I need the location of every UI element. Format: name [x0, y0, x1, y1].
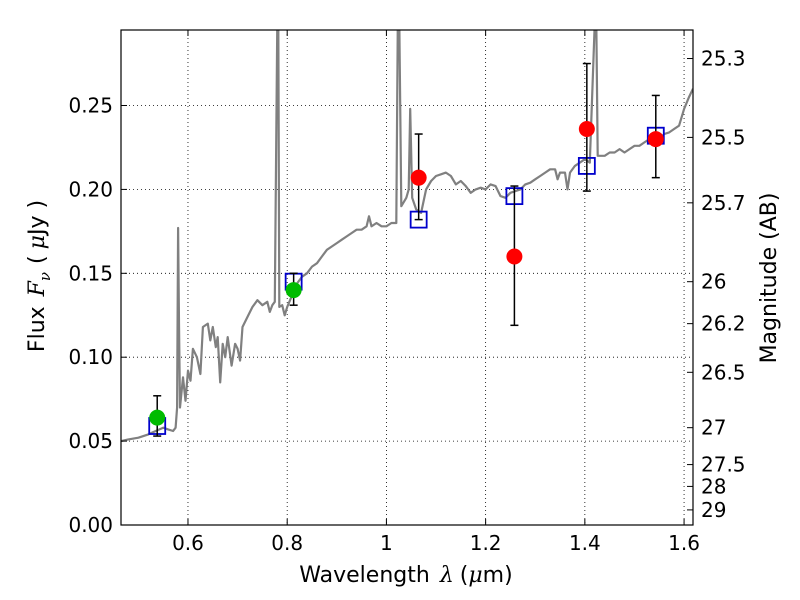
- y2-tick-label: 25.5: [701, 125, 746, 149]
- y-tick-label: 0.05: [68, 429, 113, 453]
- y2-tick-label: 26.2: [701, 312, 746, 336]
- plot-area: [121, 30, 693, 443]
- green-data-point: [285, 282, 302, 299]
- x-tick-label: 1.2: [470, 531, 502, 555]
- x-tick-label: 1: [380, 531, 393, 555]
- x-tick-label: 0.6: [172, 531, 204, 555]
- green-data-point: [149, 409, 166, 426]
- y2-tick-label: 27.5: [701, 453, 746, 477]
- grid: [121, 30, 693, 526]
- y2-tick-label: 29: [701, 498, 726, 522]
- y2-tick-label: 25.3: [701, 47, 746, 71]
- y-tick-label: 0.00: [68, 513, 113, 537]
- y-tick-label: 0.20: [68, 177, 113, 201]
- red-data-point: [647, 131, 664, 148]
- axes: 0.6 0.8 1 1.2 1.4 1.6 0.00 0.05 0.10 0.15 0.20 0.25…: [68, 29, 746, 555]
- y2-tick-label: 27: [701, 416, 726, 440]
- y2-axis-label: Magnitude (AB): [757, 193, 782, 364]
- y-tick-label: 0.25: [68, 94, 113, 118]
- spectrum-line: [121, 30, 693, 443]
- x-tick-label: 0.8: [271, 531, 303, 555]
- y2-tick-label: 25.7: [701, 191, 746, 215]
- y2-tick-label: 26: [701, 270, 726, 294]
- x-tick-label: 1.6: [668, 531, 700, 555]
- red-data-point: [506, 248, 523, 265]
- red-data-point: [578, 121, 595, 137]
- x-tick-label: 1.4: [569, 531, 601, 555]
- y-axis-label: FluxFν(μJy ): [25, 200, 54, 352]
- red-data-point: [410, 169, 427, 186]
- y-tick-label: 0.15: [68, 261, 113, 285]
- plot-frame: [120, 29, 694, 526]
- y2-tick-label: 28: [701, 474, 726, 498]
- y2-tick-label: 26.5: [701, 360, 746, 384]
- y-tick-label: 0.10: [68, 345, 113, 369]
- x-axis-label: Wavelength λ (μm): [299, 563, 512, 588]
